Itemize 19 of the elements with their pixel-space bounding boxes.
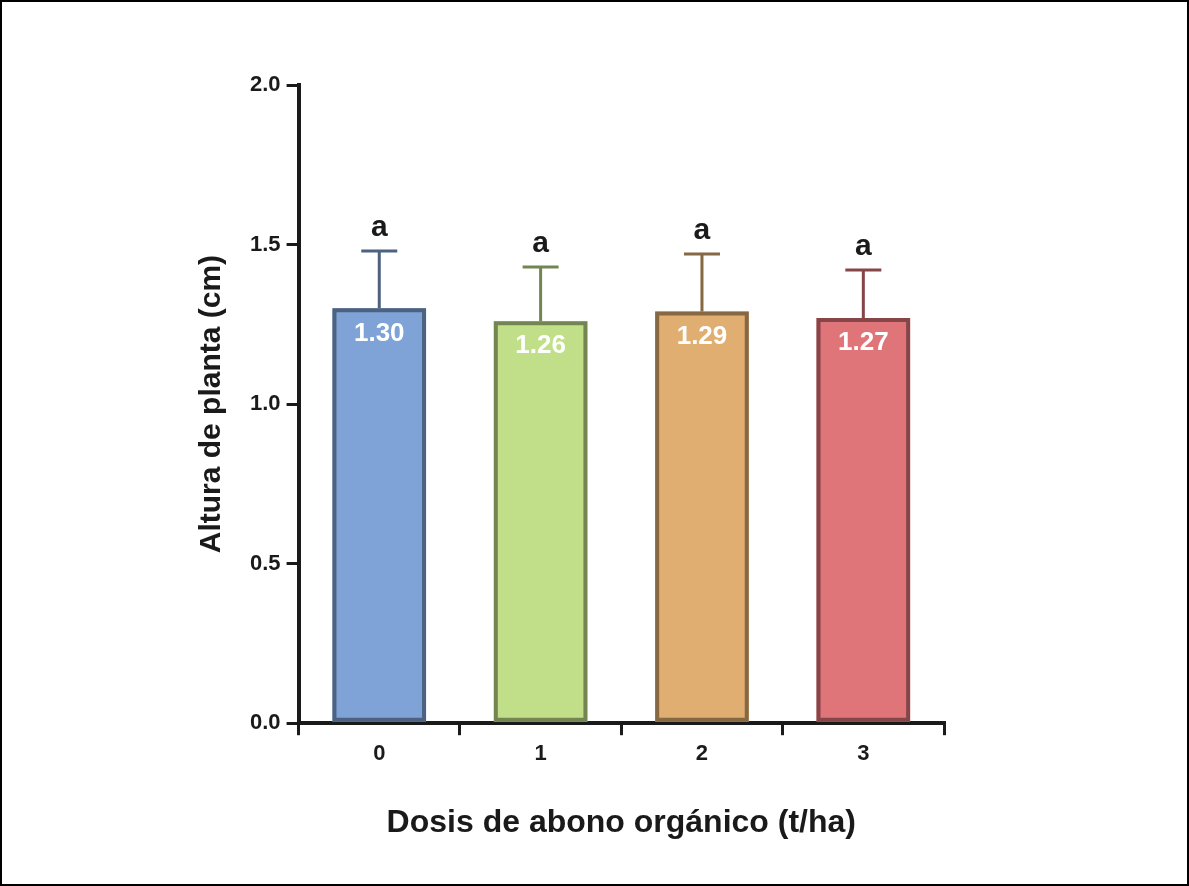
data-label: 1.27 xyxy=(838,326,889,357)
data-label: 1.26 xyxy=(515,329,566,360)
x-tick-label: 1 xyxy=(534,740,547,766)
y-tick-label: 0.0 xyxy=(249,709,281,735)
data-label: 1.30 xyxy=(353,316,405,347)
y-tick-label: 1.0 xyxy=(249,390,281,416)
x-axis-title: Dosis de abono orgánico (t/ha) xyxy=(386,802,856,839)
x-tick-label: 2 xyxy=(695,740,709,766)
annotation: a xyxy=(532,225,550,259)
annotation: a xyxy=(854,228,872,262)
y-tick-label: 0.5 xyxy=(249,549,281,575)
y-tick-label: 1.5 xyxy=(249,230,281,256)
y-axis-title: Altura de planta (cm) xyxy=(193,254,227,554)
annotation: a xyxy=(693,212,711,246)
x-tick-label: 3 xyxy=(857,740,870,766)
annotation: a xyxy=(370,209,388,243)
y-tick-label: 2.0 xyxy=(249,71,281,97)
data-label: 1.29 xyxy=(676,319,728,350)
x-tick-label: 0 xyxy=(373,740,386,766)
